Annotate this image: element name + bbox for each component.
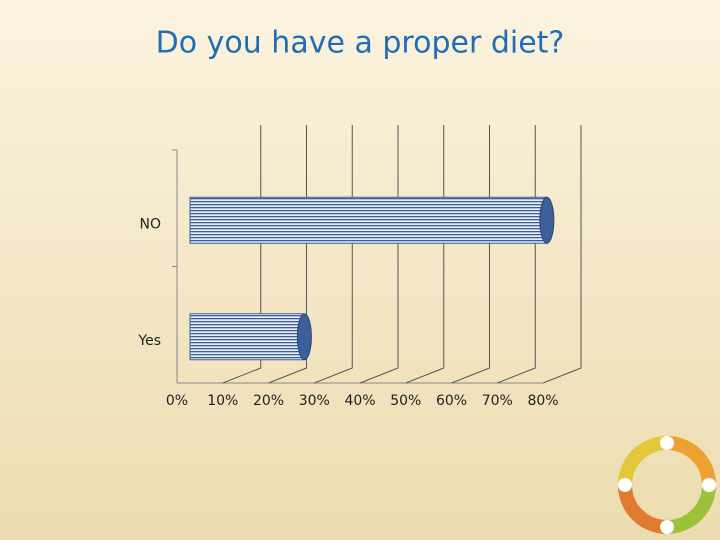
- y-tick-label: NO: [140, 216, 162, 232]
- grid-line: [542, 125, 582, 384]
- bar: [189, 196, 548, 244]
- x-tick-label: 10%: [207, 393, 238, 409]
- x-tick-label: 30%: [299, 393, 330, 409]
- y-tick-label: Yes: [137, 333, 161, 349]
- bar: [189, 313, 305, 361]
- x-tick-label: 20%: [253, 393, 284, 409]
- x-tick-label: 70%: [482, 393, 513, 409]
- x-tick-label: 60%: [436, 393, 467, 409]
- x-tick-label: 50%: [390, 393, 421, 409]
- chart-title: Do you have a proper diet?: [156, 26, 565, 61]
- logo: [618, 436, 716, 534]
- x-tick-label: 40%: [344, 393, 375, 409]
- bar-cap: [296, 313, 312, 361]
- bar-cap: [539, 196, 555, 244]
- x-tick-label: 80%: [527, 393, 558, 409]
- x-tick-label: 0%: [166, 393, 188, 409]
